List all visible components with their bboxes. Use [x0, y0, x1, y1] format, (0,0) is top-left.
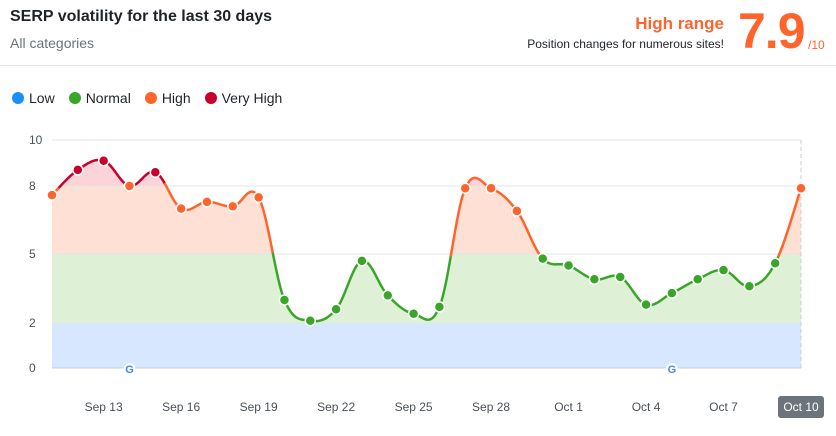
- google-update-icon[interactable]: G: [123, 363, 136, 376]
- legend-label-very-high: Very High: [221, 90, 283, 106]
- chart-title: SERP volatility for the last 30 days: [10, 8, 273, 25]
- series-line-segment: [777, 187, 803, 257]
- data-point: [459, 182, 471, 195]
- x-tick-label: Sep 13: [85, 400, 123, 414]
- x-tick-label: Sep 28: [472, 400, 510, 414]
- data-point: [72, 164, 84, 176]
- google-icon-bg: [123, 363, 136, 375]
- data-point: [795, 182, 807, 195]
- data-point: [227, 200, 239, 213]
- legend-dot-high: [144, 92, 157, 104]
- data-point: [511, 205, 523, 217]
- data-point: [485, 182, 497, 195]
- data-point: [433, 301, 446, 313]
- band-low: [52, 323, 801, 368]
- data-point: [743, 280, 756, 292]
- chart-header: SERP volatility for the last 30 days All…: [0, 0, 836, 66]
- data-point: [666, 287, 678, 299]
- chart-legend: Low Normal High Very High: [12, 90, 282, 106]
- google-icon-bg: [665, 363, 678, 375]
- y-tick-label: 2: [29, 316, 36, 330]
- x-tick-label: Sep 25: [395, 400, 433, 414]
- series-line-segment: [438, 254, 453, 309]
- data-point: [562, 259, 575, 272]
- y-tick-label: 8: [29, 179, 36, 193]
- y-tick-label: 10: [29, 133, 43, 147]
- data-point: [149, 166, 162, 178]
- data-point: [382, 289, 394, 302]
- data-point: [175, 202, 187, 215]
- legend-label-high: High: [161, 90, 191, 106]
- x-tick-label: Oct 7: [709, 400, 738, 414]
- range-description: Position changes for numerous sites!: [527, 37, 724, 51]
- series-line-segment: [449, 187, 467, 257]
- data-point: [278, 294, 291, 306]
- legend-label-low: Low: [29, 90, 55, 106]
- series-line-segment: [271, 252, 286, 302]
- band-normal: [52, 254, 801, 323]
- legend-dot-normal: [68, 92, 81, 104]
- series-line-segment: [257, 196, 275, 255]
- legend-dot-very-high: [204, 92, 217, 104]
- x-tick-label: Oct 4: [632, 400, 661, 414]
- data-point: [123, 180, 136, 192]
- y-tick-label: 0: [29, 361, 36, 375]
- volatility-score-max: /10: [808, 38, 825, 52]
- category-selector[interactable]: All categories: [10, 35, 95, 51]
- legend-dot-low: [12, 92, 24, 104]
- data-point: [97, 154, 110, 167]
- data-point: [356, 255, 368, 267]
- data-point: [252, 191, 265, 204]
- legend-label-normal: Normal: [85, 90, 131, 106]
- legend-item-low[interactable]: Low: [12, 90, 55, 106]
- legend-item-very-high[interactable]: Very High: [204, 90, 283, 106]
- x-tick-label: Sep 16: [162, 400, 200, 414]
- google-icon-glyph: G: [668, 364, 677, 376]
- data-point: [614, 271, 626, 283]
- volatility-chart[interactable]: 0 2 5 8 10 G G Sep 13 Sep 16 Sep 19 Sep 22 Sep 25 Se…: [0, 120, 836, 436]
- range-label: High range: [635, 14, 724, 33]
- series-line-segment: [515, 209, 542, 257]
- data-point: [769, 257, 781, 269]
- data-point: [407, 308, 420, 320]
- data-point: [201, 196, 213, 208]
- series-line-segment: [334, 259, 364, 311]
- x-tick-highlight: [778, 396, 824, 418]
- data-point: [640, 298, 652, 311]
- x-tick-label: Oct 1: [554, 400, 583, 414]
- x-tick-label: Sep 19: [240, 400, 278, 414]
- data-points: [46, 154, 807, 327]
- y-tick-label: 5: [29, 247, 36, 261]
- google-icon-glyph: G: [125, 364, 134, 376]
- data-point: [46, 189, 58, 201]
- x-tick-label: Sep 22: [317, 400, 355, 414]
- legend-item-high[interactable]: High: [144, 90, 191, 106]
- data-point: [330, 303, 342, 315]
- legend-item-normal[interactable]: Normal: [68, 90, 131, 106]
- volatility-score: 7.9: [738, 3, 806, 59]
- data-point: [717, 264, 730, 276]
- band-high: [52, 186, 801, 254]
- data-point: [304, 314, 317, 327]
- google-update-icon[interactable]: G: [665, 363, 678, 376]
- data-point: [588, 273, 601, 286]
- data-point: [536, 252, 549, 265]
- x-tick-label: Oct 10: [783, 400, 819, 414]
- band-very-high: [52, 159, 801, 186]
- data-point: [691, 273, 704, 286]
